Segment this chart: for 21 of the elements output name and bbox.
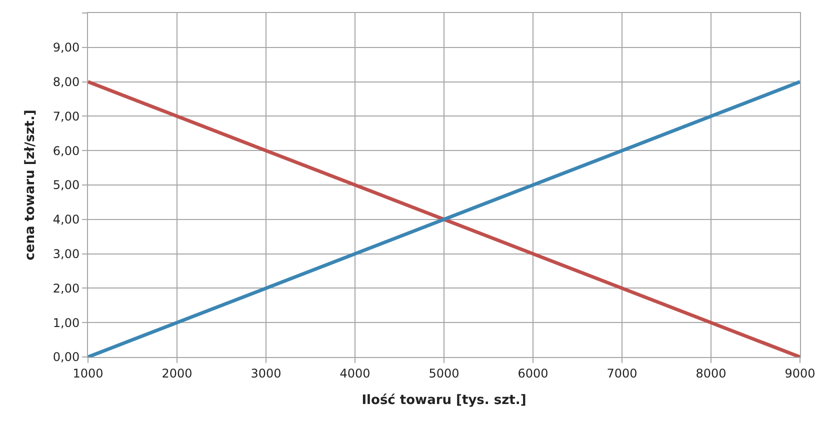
x-tick-label: 3000 [250,366,282,380]
x-tick-label: 4000 [340,366,370,380]
y-tick-label: 4,00 [52,212,80,227]
x-tick-label: 6000 [518,366,548,380]
y-tick-label: 0,00 [52,350,80,364]
x-tick-label: 7000 [606,366,638,380]
x-axis-title: Ilość towaru [tys. szt.] [362,393,526,408]
y-tick-label: 2,00 [52,281,80,296]
y-tick-label: 6,00 [52,144,80,158]
x-tick-label: 8000 [696,366,726,380]
x-tick-label: 5000 [428,366,460,380]
y-tick-label: 8,00 [52,75,80,89]
x-tick-label: 2000 [162,366,192,380]
y-axis-title: cena towaru [zł/szt.] [22,110,38,260]
x-tick-label: 1000 [72,366,104,380]
x-tick-label: 9000 [784,366,816,380]
y-tick-label: 1,00 [52,316,80,330]
y-tick-label: 5,00 [52,178,80,192]
y-tick-label: 3,00 [52,247,80,261]
y-tick-label: 9,00 [52,40,80,55]
y-tick-label: 7,00 [52,109,80,124]
